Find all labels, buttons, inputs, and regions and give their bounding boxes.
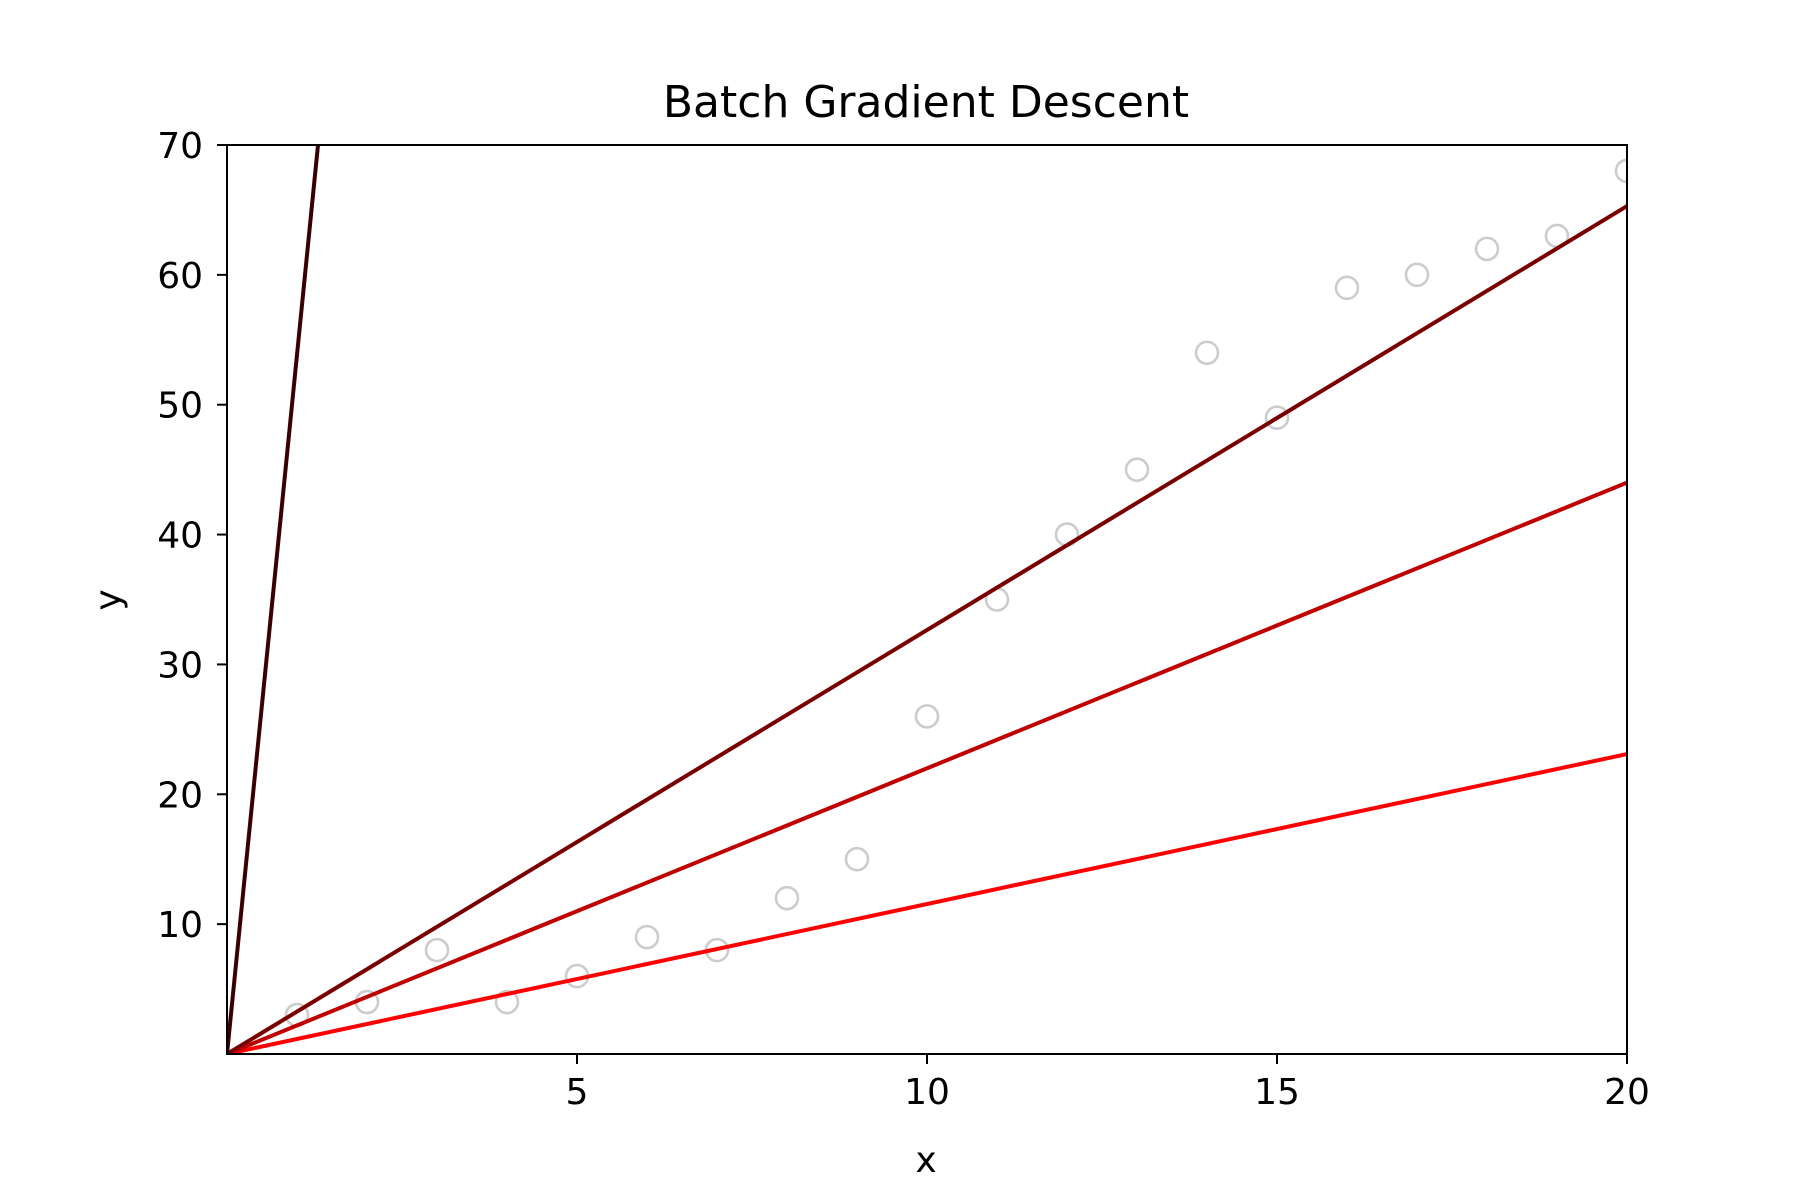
fit-line-4 bbox=[227, 145, 320, 1054]
data-point-10 bbox=[914, 704, 940, 729]
x-tick-label-15: 15 bbox=[1254, 1072, 1300, 1113]
data-point-14 bbox=[1194, 340, 1220, 366]
y-tick-label-70: 70 bbox=[157, 126, 203, 167]
y-tick-label-50: 50 bbox=[157, 386, 203, 427]
y-axis-label: y bbox=[88, 589, 129, 610]
plot-content bbox=[227, 145, 1627, 1054]
y-tick-label-40: 40 bbox=[157, 516, 203, 557]
data-point-15 bbox=[1264, 405, 1290, 431]
data-point-20 bbox=[1614, 158, 1627, 184]
x-tick-label-5: 5 bbox=[566, 1072, 589, 1113]
data-point-16 bbox=[1334, 275, 1360, 301]
axes-frame bbox=[226, 144, 1628, 1055]
x-axis-label: x bbox=[915, 1140, 936, 1181]
chart-title: Batch Gradient Descent bbox=[663, 77, 1189, 128]
data-point-9 bbox=[844, 846, 870, 872]
plot-area: 5 10 15 20 10 20 30 40 50 60 70 bbox=[157, 126, 1650, 1113]
y-tick-label-20: 20 bbox=[157, 775, 203, 816]
x-tick-label-20: 20 bbox=[1604, 1072, 1650, 1113]
data-point-3 bbox=[424, 937, 450, 963]
fit-line-3 bbox=[227, 204, 1627, 1054]
y-tick-label-30: 30 bbox=[157, 645, 203, 686]
y-tick-label-60: 60 bbox=[157, 256, 203, 297]
data-point-18 bbox=[1474, 236, 1500, 262]
data-point-17 bbox=[1404, 262, 1430, 288]
y-tick-label-10: 10 bbox=[157, 905, 203, 946]
data-point-13 bbox=[1124, 457, 1150, 482]
data-point-8 bbox=[774, 885, 800, 911]
x-tick-label-10: 10 bbox=[904, 1072, 950, 1113]
data-point-4 bbox=[494, 989, 520, 1015]
fit-line-1 bbox=[227, 752, 1627, 1054]
data-point-6 bbox=[634, 924, 660, 950]
fit-line-2 bbox=[227, 480, 1627, 1054]
